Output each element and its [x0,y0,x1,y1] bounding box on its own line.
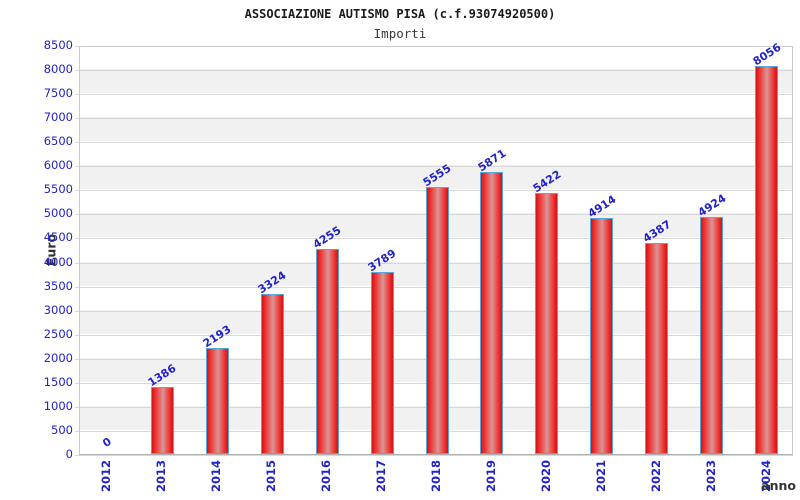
bar-2017 [370,271,394,454]
chart-subtitle: Importi [373,26,427,41]
x-axis-tick-label-2023: 2023 [703,459,718,493]
y-axis-tick-label: 500 [51,422,73,437]
grid-band [80,117,792,142]
y-axis-tick-label: 3000 [43,302,73,317]
bar-2018 [425,186,449,454]
y-axis-tick-label: 1500 [43,374,73,389]
gridline [80,142,792,144]
bar-value-label-2012: 0 [100,434,115,451]
x-axis-tick-label-2020: 2020 [538,459,553,493]
y-axis-tick-label: 3500 [43,278,73,293]
x-axis-tick-label-2018: 2018 [429,459,443,493]
y-axis-tick-label: 4000 [43,254,73,269]
gridline-y-tick [75,455,793,456]
x-axis-tick-label-2015: 2015 [264,459,279,493]
x-axis-tick-label-2012: 2012 [99,459,114,493]
gridline [80,70,792,72]
bar-2014 [205,348,229,454]
y-axis-tick-label: 1000 [43,398,73,413]
bar-value-label-2024: 8056 [750,41,783,69]
bar-2023 [700,217,724,454]
x-axis-tick-label-2017: 2017 [374,459,389,493]
y-axis-tick-label: 4500 [43,230,73,245]
y-axis-tick-label: 7500 [43,86,73,101]
y-axis-tick-label: 2000 [43,350,73,365]
gridline [80,118,792,120]
x-axis-tick-label-2016: 2016 [319,459,334,493]
bar-2020 [535,193,559,454]
bar-2016 [315,249,339,454]
x-axis-tick-label-2013: 2013 [154,459,169,493]
chart-title: ASSOCIAZIONE AUTISMO PISA (c.f.930749205… [244,7,556,21]
bar-2024 [755,66,779,454]
gridline [80,166,792,168]
y-axis-tick-label: 0 [65,447,73,461]
y-axis-tick-label: 7000 [43,110,73,125]
y-axis-tick-label: 5500 [43,182,73,197]
plot-area: 0 1386 2193 3324 4255 3789 5555 5871 5422 4914 438… [79,41,793,455]
y-axis-tick-label: 2500 [43,326,73,341]
x-axis-tick-label-2019: 2019 [483,459,498,493]
grid-band [80,69,792,94]
x-axis-tick-label-2021: 2021 [593,459,608,493]
bar-2021 [590,217,614,454]
x-axis-tick-label-2022: 2022 [648,459,663,493]
gridline [80,94,792,96]
y-axis-tick-label: 5000 [43,206,73,221]
y-axis-tick-label: 8000 [43,62,73,77]
bar-2015 [260,294,284,454]
bar-2019 [480,171,504,454]
y-axis-tick-label: 6500 [43,134,73,149]
y-axis-tick-label: 6000 [43,158,73,173]
grid-band [80,165,792,190]
bar-2022 [645,242,669,454]
bar-2013 [150,387,174,454]
x-axis-tick-label-2014: 2014 [209,459,224,493]
x-axis-title: anno [761,478,796,493]
y-axis-tick-label: 8500 [43,38,73,52]
